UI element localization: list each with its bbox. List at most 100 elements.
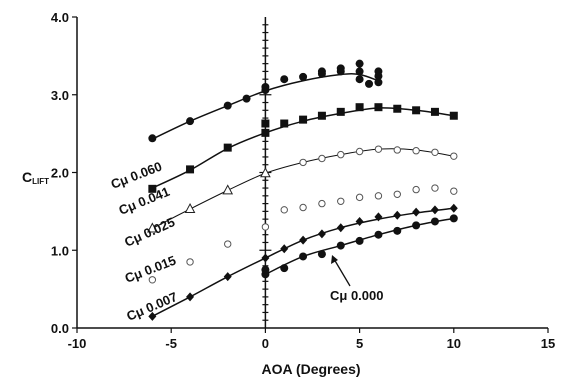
data-point-series-0 (317, 67, 326, 76)
data-point-series-0 (261, 82, 270, 91)
data-point-series-5 (148, 311, 157, 321)
data-point-series-1 (223, 143, 232, 152)
data-point-series-6 (430, 217, 439, 226)
data-point-series-6 (299, 252, 308, 261)
data-point-series-6 (317, 250, 326, 259)
series-labels: Cμ 0.060 Cμ 0.041 Cμ 0.025 Cμ 0.015 Cμ 0… (109, 159, 384, 324)
data-point-series-3 (374, 145, 383, 153)
data-point-series-1 (355, 103, 364, 112)
data-point-series-3 (318, 154, 326, 163)
data-point-series-3 (412, 147, 420, 155)
series-label-cmu-0041: Cμ 0.041 (117, 184, 172, 218)
series-label-cmu-0025: Cμ 0.025 (122, 214, 177, 249)
y-tick-label: 3.0 (51, 88, 69, 103)
fit-lines (152, 73, 454, 318)
data-point-series-2 (147, 222, 158, 233)
data-point-series-4 (374, 192, 383, 200)
data-point-series-4 (224, 240, 232, 248)
data-point-series-1 (317, 111, 326, 120)
data-point-series-1 (412, 106, 421, 115)
data-point-series-4 (431, 184, 439, 192)
data-point-series-3 (337, 150, 345, 159)
y-axis-title-main: C (22, 169, 32, 185)
data-point-series-3 (355, 147, 364, 156)
data-point-series-4 (393, 190, 401, 198)
data-point-series-4 (261, 223, 270, 231)
data-point-series-3 (299, 158, 307, 167)
data-point-series-1 (336, 107, 345, 116)
data-point-series-0 (365, 79, 374, 88)
data-point-series-5 (449, 203, 458, 213)
data-point-series-1 (148, 184, 157, 193)
data-point-series-5 (374, 212, 383, 222)
data-point-series-1 (186, 165, 195, 174)
data-point-series-6 (449, 214, 458, 223)
series-label-cmu-0000: Cμ 0.000 (330, 288, 384, 303)
data-point-series-5 (223, 272, 232, 282)
data-point-series-6 (355, 236, 364, 245)
data-point-series-5 (355, 216, 364, 226)
data-point-series-0 (355, 67, 364, 76)
x-tick-label: -10 (68, 336, 87, 351)
data-point-series-0 (242, 94, 251, 103)
data-point-series-4 (318, 199, 326, 208)
y-tick-label: 1.0 (51, 243, 69, 258)
data-point-series-5 (393, 210, 402, 220)
cmu-0000-pointer-arrow (333, 258, 351, 287)
x-tick-label: 0 (262, 336, 269, 351)
data-point-series-1 (449, 111, 458, 120)
data-point-series-1 (374, 103, 383, 112)
data-point-series-2 (260, 167, 271, 178)
data-point-series-0 (374, 72, 383, 81)
y-axis-title-subscript: LIFT (32, 177, 49, 186)
data-point-series-3 (393, 146, 401, 154)
data-point-series-4 (412, 185, 420, 194)
data-point-series-6 (393, 226, 402, 235)
data-point-series-1 (430, 107, 439, 116)
data-point-series-4 (450, 187, 458, 195)
fit-line-series-6 (265, 217, 454, 276)
x-tick-label: 10 (447, 336, 461, 351)
data-point-series-1 (299, 115, 308, 124)
data-point-series-4 (355, 193, 364, 202)
data-markers (147, 59, 458, 321)
x-tick-label: 5 (356, 336, 363, 351)
data-point-series-1 (261, 128, 270, 137)
data-point-series-6 (280, 264, 289, 273)
data-point-series-4 (148, 276, 157, 284)
data-point-series-5 (299, 235, 308, 245)
data-point-series-0 (374, 78, 383, 87)
y-axis-title: CLIFT (22, 169, 49, 186)
data-point-series-0 (223, 101, 232, 110)
data-point-series-4 (299, 203, 307, 212)
data-point-series-2 (222, 184, 234, 195)
fit-line-series-5 (152, 207, 454, 318)
data-point-series-0 (299, 72, 308, 81)
data-point-series-3 (450, 152, 458, 160)
data-point-series-1 (280, 119, 289, 128)
data-point-series-4 (186, 258, 194, 266)
data-point-series-5 (412, 207, 421, 217)
cmu-0000-arrowhead (331, 255, 338, 264)
data-point-series-1 (393, 104, 402, 113)
data-point-series-5 (186, 292, 195, 302)
x-axis-title: AOA (Degrees) (261, 361, 360, 377)
data-point-series-0 (186, 117, 195, 126)
data-point-series-6 (374, 230, 383, 239)
data-point-series-6 (412, 221, 421, 230)
data-point-series-6 (261, 265, 270, 274)
data-point-series-4 (280, 206, 288, 214)
data-point-series-5 (317, 229, 326, 239)
data-point-series-0 (355, 75, 364, 84)
data-point-series-1 (261, 119, 270, 128)
data-point-series-3 (431, 148, 439, 156)
data-point-series-0 (280, 75, 289, 84)
data-point-series-2 (184, 202, 196, 214)
y-tick-label: 2.0 (51, 166, 69, 181)
data-point-series-5 (430, 205, 439, 215)
data-point-series-0 (336, 64, 345, 73)
data-point-series-0 (148, 134, 157, 143)
data-point-series-6 (336, 241, 345, 250)
x-tick-label: 15 (541, 336, 555, 351)
